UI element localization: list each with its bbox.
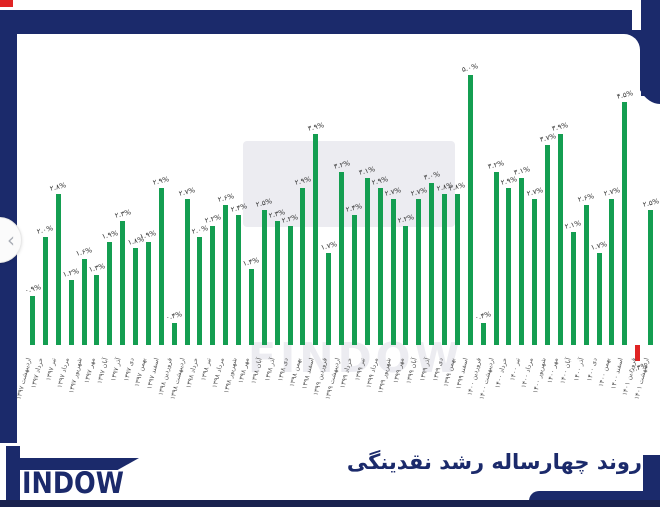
bar xyxy=(506,188,512,345)
chevron-left-icon: ‹ xyxy=(7,228,15,252)
bar xyxy=(557,134,563,345)
bar xyxy=(197,237,203,345)
title-bracket-vertical xyxy=(643,455,660,500)
bar-value-label: ۳.۰% xyxy=(422,170,441,182)
bar xyxy=(120,220,126,345)
bar-value-label: ۲.۸% xyxy=(49,180,68,193)
bar xyxy=(570,231,576,345)
red-corner-mark xyxy=(0,0,13,7)
bar xyxy=(171,323,177,345)
bar xyxy=(545,145,550,345)
bar xyxy=(274,220,280,345)
bar xyxy=(377,188,383,345)
bar xyxy=(145,242,151,345)
bar xyxy=(609,199,615,345)
bar xyxy=(30,296,35,345)
bar xyxy=(583,204,589,345)
findow-logo-stem xyxy=(6,446,20,507)
bar xyxy=(287,226,293,345)
findow-logo-arm xyxy=(20,458,139,470)
bar xyxy=(223,204,229,345)
bar-value-label: ۲.۳% xyxy=(113,207,132,220)
bar-value-label: ۲.۹% xyxy=(152,175,171,188)
bar-value-label: ۲.۵% xyxy=(255,197,274,209)
bar xyxy=(210,226,216,345)
bar xyxy=(648,210,653,345)
bar xyxy=(326,253,332,345)
chart-title: روند چهارساله رشد نقدینگی xyxy=(346,450,642,474)
bar xyxy=(467,75,473,345)
bar-value-label: ۲.۶% xyxy=(216,191,235,204)
bar xyxy=(133,247,138,345)
bar xyxy=(351,215,357,345)
bar xyxy=(442,193,447,345)
bar xyxy=(236,215,241,345)
bar xyxy=(416,199,422,345)
bottom-strip xyxy=(0,500,660,507)
bar xyxy=(429,183,435,345)
bar xyxy=(596,253,602,345)
bar xyxy=(454,193,460,345)
bar xyxy=(313,134,319,345)
bar xyxy=(364,177,370,345)
bar xyxy=(68,280,74,345)
bar-value-label: ۴.۵% xyxy=(615,89,634,101)
bar xyxy=(248,269,254,345)
bar-negative xyxy=(635,345,641,362)
frame-top-bar xyxy=(0,10,632,34)
bar xyxy=(42,237,48,345)
bar xyxy=(81,258,87,345)
bar xyxy=(519,177,525,345)
title-bracket-horizontal xyxy=(529,491,660,502)
bar xyxy=(94,274,100,345)
bar xyxy=(300,188,306,345)
bar-value-label: ۵.۰% xyxy=(461,62,480,74)
bar-value-label: ۱.۶% xyxy=(75,245,93,258)
bar xyxy=(184,199,190,345)
bar xyxy=(339,172,344,345)
bar xyxy=(532,199,538,345)
bar-value-label: ۲.۷% xyxy=(178,186,196,199)
bar xyxy=(158,188,164,345)
bar-value-label: ۲.۵% xyxy=(641,197,660,209)
bar xyxy=(390,199,396,345)
bar xyxy=(55,193,61,345)
bar-value-label: ۲.۹% xyxy=(371,175,390,188)
bar xyxy=(261,210,267,345)
bar xyxy=(480,323,486,345)
bar xyxy=(403,226,409,345)
bar xyxy=(493,172,499,345)
bar xyxy=(622,102,628,345)
bar xyxy=(107,242,113,345)
findow-logo-text: INDOW xyxy=(22,466,124,500)
bar-value-label: ۳.۹% xyxy=(306,121,325,134)
